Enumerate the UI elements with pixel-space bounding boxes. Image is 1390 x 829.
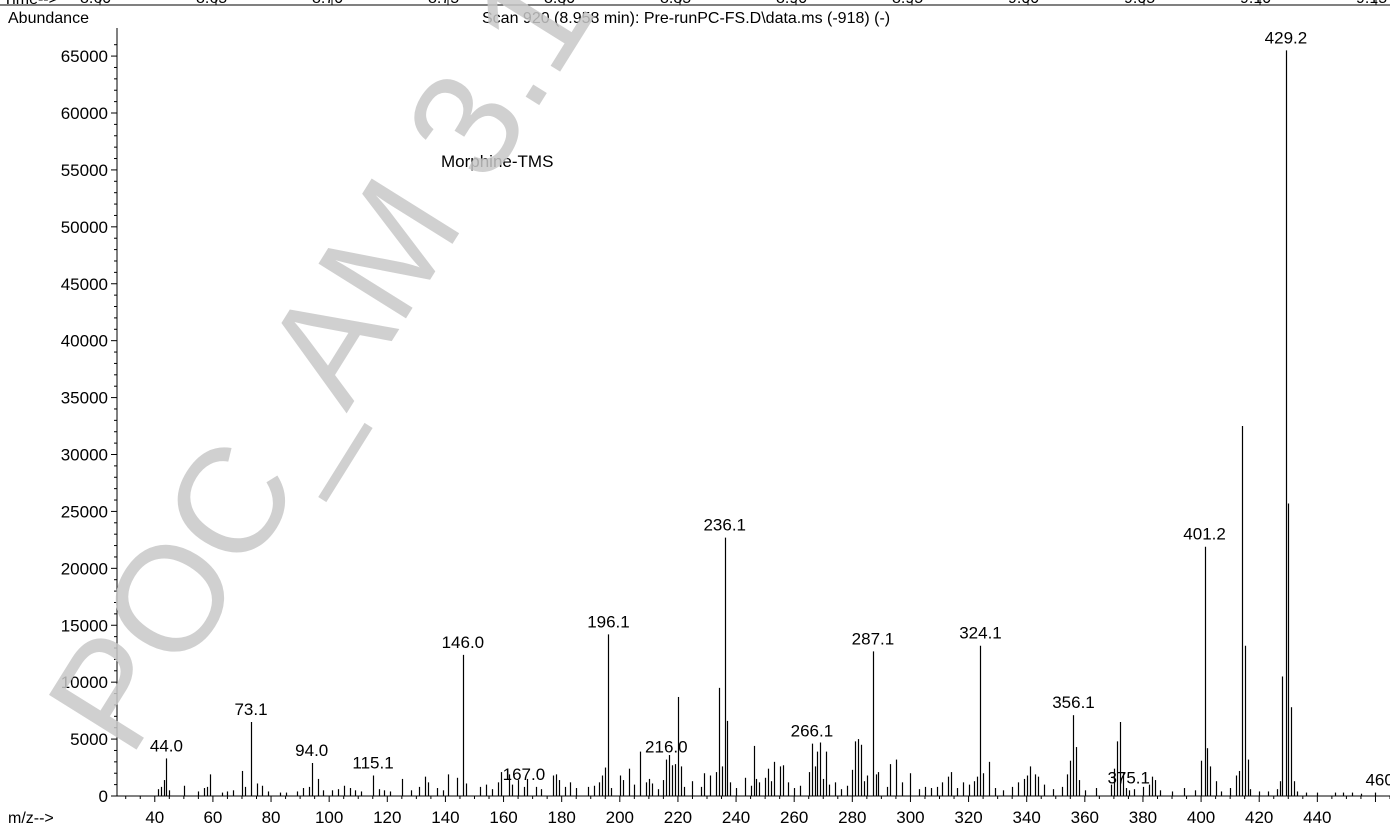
y-tick-label: 0 [99,787,108,806]
x-tick-label: 420 [1245,808,1273,827]
x-axis-ticks: 40 60 80 100 120 140 160 180 200 220 240 260 280 300 3… [125,796,1390,827]
x-axis-label: m/z--> [8,810,54,827]
y-tick-label: 35000 [61,389,108,408]
peak-label: 401.2 [1183,525,1226,544]
y-tick-label: 5000 [70,730,108,749]
x-tick-label: 440 [1303,808,1331,827]
peak-label: 73.1 [234,700,267,719]
x-tick-label: 300 [896,808,924,827]
peak-label: 44.0 [150,736,183,755]
peak-label: 236.1 [703,516,746,535]
time-tick-label: 8.90 [776,0,807,7]
time-tick-label: 8.85 [660,0,691,7]
time-tick-label: 8.80 [544,0,575,7]
watermark-text: POC_AM 3.10.3 [15,0,736,777]
x-tick-label: 200 [606,808,634,827]
x-tick-label: 260 [780,808,808,827]
x-tick-label: 360 [1071,808,1099,827]
time-tick-label: 8.65 [196,0,227,7]
x-tick-label: 160 [489,808,517,827]
time-axis: 8.60 8.65 8.70 8.75 8.80 8.85 8.90 8.95 9.00 9.05… [0,0,1390,8]
peak-label: 196.1 [587,612,630,631]
time-tick-label: 9.00 [1008,0,1039,7]
y-tick-label: 20000 [61,559,108,578]
x-tick-label: 100 [315,808,343,827]
peak-label: 146.0 [442,633,485,652]
time-tick-label: 8.95 [892,0,923,7]
y-tick-label: 45000 [61,275,108,294]
y-axis-ticks: 0 5000 10000 15000 20000 25000 30000 35000 40000… [61,44,117,806]
peak-label: 94.0 [295,741,328,760]
peak-label: 324.1 [959,624,1002,643]
y-tick-label: 40000 [61,332,108,351]
y-tick-label: 15000 [61,616,108,635]
peak-label: 460 [1365,771,1390,790]
y-tick-label: 50000 [61,218,108,237]
time-tick-label: 9.10 [1240,0,1271,7]
x-tick-label: 140 [431,808,459,827]
x-tick-label: 40 [145,808,164,827]
spectrum-peaks [157,50,1377,796]
time-tick-label: 8.75 [428,0,459,7]
peak-label: 216.0 [645,738,688,757]
y-tick-label: 55000 [61,161,108,180]
peak-label: 375.1 [1107,768,1150,787]
time-tick-label: 9.05 [1124,0,1155,7]
peak-label: 287.1 [852,629,895,648]
x-tick-label: 180 [547,808,575,827]
y-axis-label: Abundance [8,10,89,27]
x-tick-label: 320 [954,808,982,827]
peak-label: 167.0 [503,765,546,784]
compound-annotation: Morphine-TMS [441,152,553,171]
y-tick-label: 25000 [61,502,108,521]
y-tick-label: 60000 [61,104,108,123]
x-tick-label: 120 [373,808,401,827]
peak-labels: 44.0 73.1 94.0 115.1 146.0 167.0 196.1 216.0 236… [150,28,1390,789]
peak-label: 115.1 [352,754,393,773]
time-tick-labels: 8.60 8.65 8.70 8.75 8.80 8.85 8.90 8.95 9.00 9.05… [80,0,1387,7]
x-tick-label: 240 [722,808,750,827]
peak-label: 356.1 [1052,693,1095,712]
y-tick-label: 10000 [61,673,108,692]
x-tick-label: 220 [664,808,692,827]
x-tick-label: 80 [262,808,281,827]
x-tick-label: 280 [838,808,866,827]
y-tick-label: 30000 [61,446,108,465]
x-tick-label: 400 [1187,808,1215,827]
time-axis-label: Time--> [3,0,58,8]
peak-label: 429.2 [1265,28,1308,47]
time-tick-label: 9.15 [1356,0,1387,7]
x-tick-label: 380 [1129,808,1157,827]
peak-label: 266.1 [791,722,834,741]
time-tick-label: 8.70 [312,0,343,7]
x-tick-label: 60 [203,808,222,827]
x-tick-label: 340 [1013,808,1041,827]
scan-title: Scan 920 (8.958 min): Pre-runPC-FS.D\dat… [482,10,890,27]
y-tick-label: 65000 [61,47,108,66]
time-tick-label: 8.60 [80,0,111,7]
